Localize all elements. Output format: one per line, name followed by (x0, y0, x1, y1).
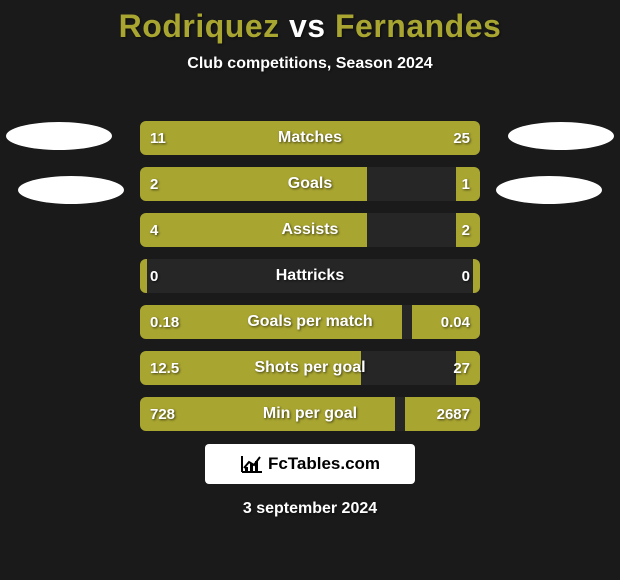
player2-name: Fernandes (335, 8, 501, 44)
logo-box: FcTables.com (205, 444, 415, 484)
stat-value-left: 2 (150, 167, 158, 201)
chart-icon (240, 454, 264, 474)
stat-row: Hattricks0 0 (140, 259, 480, 293)
subtitle: Club competitions, Season 2024 (0, 55, 620, 73)
stat-row: Shots per goal12.5 27 (140, 351, 480, 385)
logo-text: FcTables.com (268, 454, 380, 474)
stat-value-right: 2687 (437, 397, 470, 431)
stats-bars: Matches1125Goals21Assists42Hattricks00Go… (140, 121, 480, 443)
stat-value-right: 25 (453, 121, 470, 155)
stat-label: Assists (140, 213, 480, 247)
stat-row: Goals2 1 (140, 167, 480, 201)
stat-label: Goals per match (140, 305, 480, 339)
player2-team-avatar (496, 176, 602, 204)
stat-value-left: 4 (150, 213, 158, 247)
stat-value-left: 0.18 (150, 305, 179, 339)
stat-label: Matches (140, 121, 480, 155)
stat-label: Min per goal (140, 397, 480, 431)
stat-value-left: 12.5 (150, 351, 179, 385)
player1-name: Rodriquez (119, 8, 280, 44)
stat-value-right: 0 (462, 259, 470, 293)
stat-value-right: 2 (462, 213, 470, 247)
stat-row: Matches11 25 (140, 121, 480, 155)
stat-row: Min per goal728 2687 (140, 397, 480, 431)
stat-row: Goals per match0.18 0.04 (140, 305, 480, 339)
player2-avatar (508, 122, 614, 150)
stat-value-right: 1 (462, 167, 470, 201)
stat-value-left: 11 (150, 121, 166, 155)
date-text: 3 september 2024 (0, 500, 620, 518)
comparison-card: Rodriquez vs Fernandes Club competitions… (0, 0, 620, 580)
page-title: Rodriquez vs Fernandes (0, 0, 620, 45)
stat-label: Goals (140, 167, 480, 201)
stat-label: Hattricks (140, 259, 480, 293)
stat-label: Shots per goal (140, 351, 480, 385)
player1-team-avatar (18, 176, 124, 204)
stat-row: Assists4 2 (140, 213, 480, 247)
vs-text: vs (289, 8, 326, 44)
stat-value-right: 27 (453, 351, 470, 385)
stat-value-left: 728 (150, 397, 175, 431)
stat-value-right: 0.04 (441, 305, 470, 339)
player1-avatar (6, 122, 112, 150)
stat-value-left: 0 (150, 259, 158, 293)
